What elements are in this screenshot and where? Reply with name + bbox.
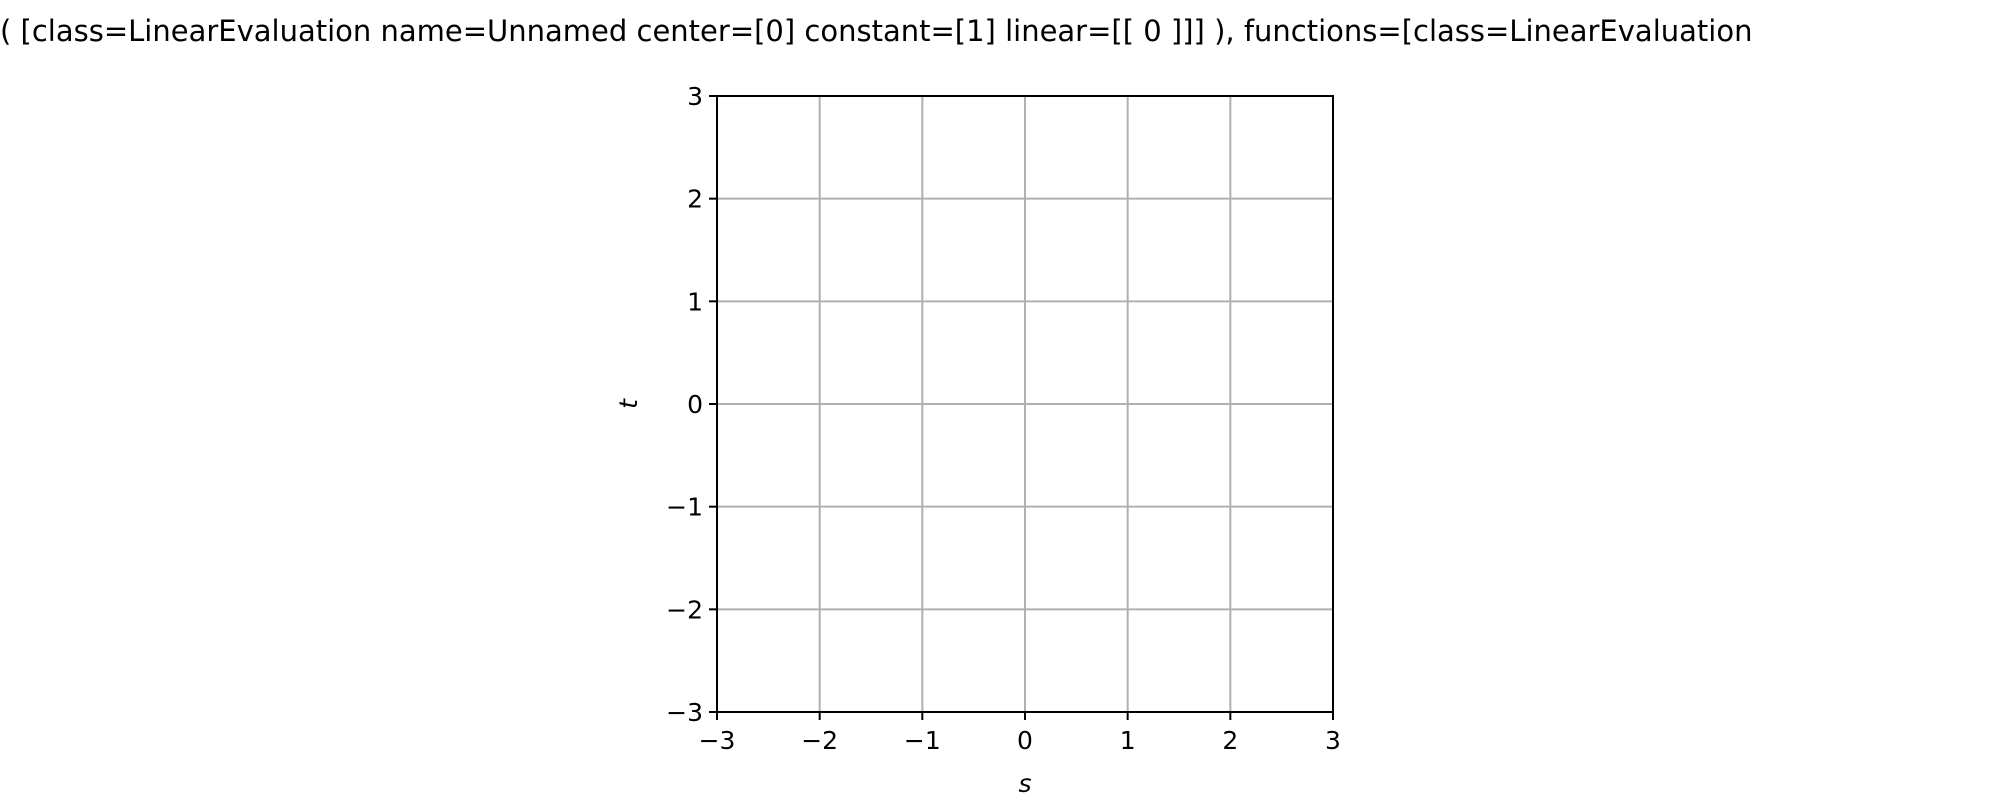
y-tick-label: 1	[687, 287, 703, 316]
y-tick-label: 2	[687, 185, 703, 214]
y-tick-label: −1	[666, 493, 703, 522]
x-axis-label: s	[1018, 769, 1031, 798]
grid-lines	[716, 95, 1334, 713]
ticks: −3 −2 −1 0 1 2 3 −3 −2 −1 0 1 2 3	[666, 82, 1341, 755]
x-tick-label: −2	[801, 726, 838, 755]
x-tick-label: −1	[904, 726, 941, 755]
chart-title: ( [class=LinearEvaluation name=Unnamed c…	[0, 14, 1752, 48]
x-tick-label: 0	[1017, 726, 1033, 755]
y-tick-label: 0	[687, 390, 703, 419]
y-axis-label: t	[614, 398, 643, 409]
x-tick-label: −3	[699, 726, 736, 755]
x-tick-label: 3	[1325, 726, 1341, 755]
y-tick-label: −3	[666, 698, 703, 727]
y-tick-label: 3	[687, 82, 703, 111]
x-tick-label: 2	[1222, 726, 1238, 755]
x-tick-label: 1	[1120, 726, 1136, 755]
y-tick-label: −2	[666, 595, 703, 624]
